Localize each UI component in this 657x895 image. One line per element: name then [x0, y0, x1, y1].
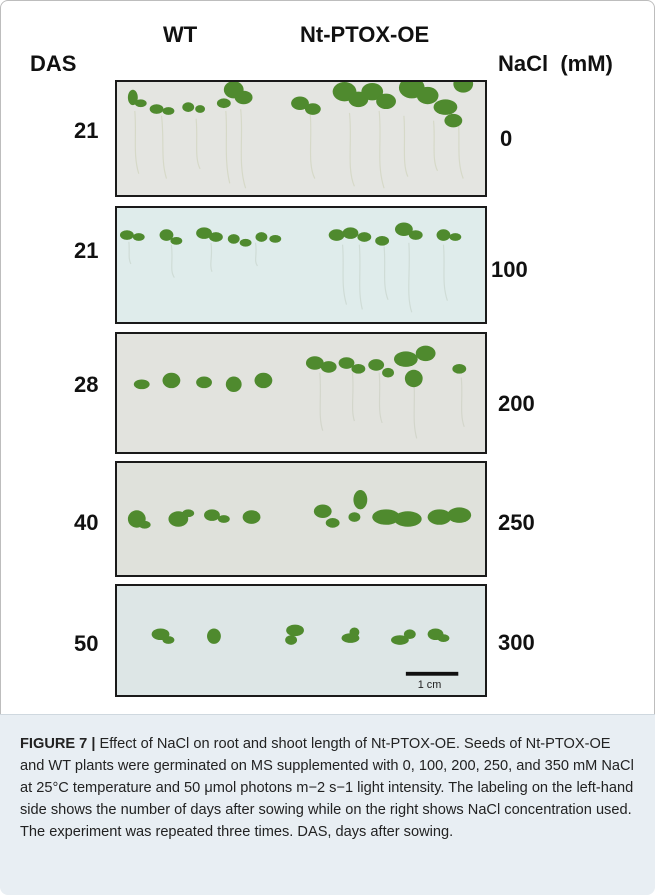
row-2-nacl: 100	[491, 257, 528, 282]
seedling-photo-5: 1 cm	[117, 586, 485, 695]
photo-panel-3	[115, 332, 487, 454]
row-5-nacl: 300	[498, 630, 535, 655]
photo-panel-5: 1 cm	[115, 584, 487, 697]
figure-caption: FIGURE 7 | Effect of NaCl on root and sh…	[20, 733, 638, 843]
header-nacl: NaCl (mM)	[498, 51, 613, 76]
header-wt: WT	[163, 22, 198, 47]
row-2-das: 21	[74, 238, 99, 263]
row-3-nacl: 200	[498, 391, 535, 416]
seedling-photo-4	[117, 463, 485, 575]
row-1-nacl: 0	[500, 126, 513, 151]
row-4-das: 40	[74, 510, 99, 535]
row-1-das: 21	[74, 118, 99, 143]
header-oe: Nt-PTOX-OE	[300, 22, 430, 47]
scale-bar-label: 1 cm	[418, 679, 442, 691]
scale-bar	[405, 671, 459, 676]
photo-panel-4	[115, 461, 487, 577]
photo-panel-1	[115, 80, 487, 197]
seedling-photo-2	[117, 208, 485, 322]
caption-text: Effect of NaCl on root and shoot length …	[20, 736, 634, 840]
seedling-photo-3	[117, 334, 485, 452]
header-das: DAS	[30, 51, 77, 76]
row-3-das: 28	[74, 372, 99, 397]
photo-panel-2	[115, 206, 487, 324]
caption-background	[0, 714, 655, 895]
caption-label: FIGURE 7 |	[20, 736, 96, 752]
row-4-nacl: 250	[498, 510, 535, 535]
seedling-photo-1	[117, 82, 485, 195]
row-5-das: 50	[74, 631, 99, 656]
